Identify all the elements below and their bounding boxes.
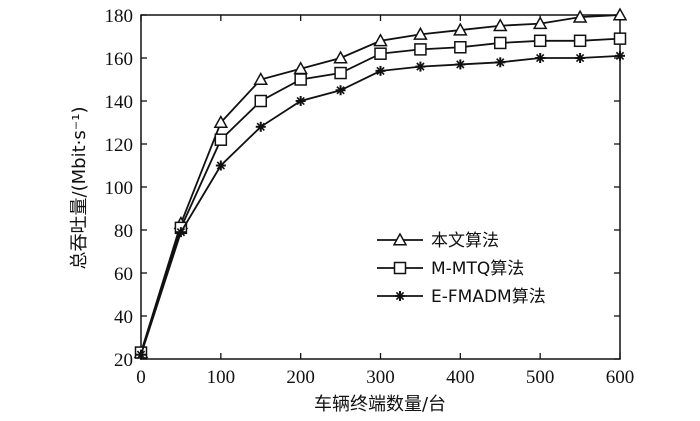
- data-point: [535, 53, 546, 63]
- series-3: [136, 50, 625, 360]
- data-point: [214, 133, 228, 146]
- y-tick-label: 60: [114, 264, 133, 285]
- data-point: [453, 22, 468, 36]
- x-axis-label: 车辆终端数量/台: [314, 394, 446, 415]
- series-layer: [133, 7, 628, 360]
- data-point: [334, 66, 347, 80]
- y-tick-label: 80: [114, 221, 133, 242]
- legend-marker: [392, 232, 408, 246]
- series-line: [140, 37, 621, 353]
- data-point: [373, 33, 388, 47]
- legend-item-1: 本文算法: [377, 231, 499, 251]
- y-tick-label: 160: [105, 49, 134, 70]
- data-point: [413, 26, 428, 40]
- data-point: [333, 50, 348, 64]
- series-line: [140, 14, 621, 353]
- legend-label: M-MTQ算法: [431, 259, 524, 279]
- data-point: [615, 50, 625, 61]
- legend-label: E-FMADM算法: [431, 287, 546, 307]
- data-point: [572, 9, 588, 23]
- data-point: [253, 71, 269, 86]
- data-point: [335, 85, 346, 96]
- data-point: [532, 16, 548, 30]
- data-point: [295, 96, 306, 106]
- y-tick-label: 100: [105, 178, 134, 199]
- y-tick-label: 40: [114, 307, 133, 328]
- data-point: [494, 36, 507, 50]
- data-point: [255, 121, 266, 132]
- x-tick-label: 100: [207, 367, 236, 388]
- data-point: [213, 114, 229, 129]
- data-point: [613, 32, 627, 45]
- data-point: [573, 34, 587, 48]
- y-tick-label: 20: [114, 350, 133, 371]
- x-tick-label: 400: [446, 367, 475, 388]
- y-tick-label: 140: [105, 92, 134, 113]
- legend-marker: [395, 291, 405, 301]
- x-tick-label: 500: [526, 367, 555, 388]
- x-tick-label: 200: [286, 367, 315, 388]
- data-point: [215, 160, 226, 171]
- data-point: [414, 43, 427, 56]
- series-2: [134, 32, 627, 359]
- data-point: [136, 349, 146, 360]
- data-point: [374, 47, 387, 60]
- data-point: [612, 7, 628, 21]
- legend-marker: [393, 261, 407, 275]
- data-point: [575, 53, 586, 63]
- data-point: [175, 227, 186, 238]
- series-1: [133, 7, 628, 359]
- x-tick-label: 0: [136, 367, 146, 388]
- data-point: [375, 65, 386, 76]
- data-point: [492, 18, 508, 32]
- legend-item-2: M-MTQ算法: [377, 259, 524, 279]
- data-point: [495, 57, 506, 68]
- data-point: [454, 41, 467, 54]
- y-tick-label: 180: [105, 6, 134, 27]
- legend: 本文算法 M-MTQ算法 E-FMADM算法: [377, 231, 546, 307]
- x-tick-label: 600: [606, 367, 635, 388]
- legend-label: 本文算法: [431, 231, 499, 251]
- x-tick-label: 300: [366, 367, 395, 388]
- data-point: [533, 34, 547, 48]
- y-tick-label: 120: [105, 135, 134, 156]
- data-point: [254, 94, 267, 108]
- data-point: [294, 73, 307, 86]
- data-point: [415, 61, 426, 72]
- y-axis-label: 总吞吐量/(Mbit·s⁻¹): [69, 107, 90, 270]
- series-line: [140, 54, 621, 355]
- data-point: [455, 59, 466, 70]
- axis-ticks: 0 100 200 300 400 500 600 20 40 60 80 100 120 140 160 1…: [105, 6, 635, 388]
- legend-item-3: E-FMADM算法: [377, 287, 546, 307]
